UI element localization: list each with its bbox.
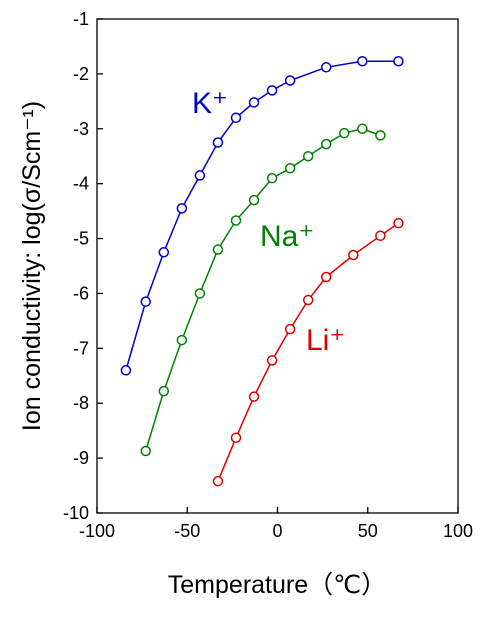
data-point: [248, 391, 260, 402]
series-line: [144, 128, 381, 452]
data-point: [266, 85, 278, 96]
data-point: [393, 56, 404, 67]
data-point: [302, 150, 314, 162]
data-point: [266, 172, 278, 184]
data-point: [212, 475, 224, 487]
data-point: [176, 334, 188, 346]
x-tick-label: -50: [174, 521, 200, 541]
y-tick-label: -9: [73, 448, 89, 468]
x-tick-label: -100: [79, 521, 115, 541]
data-point: [120, 365, 132, 376]
series-2: [212, 217, 404, 487]
series-line: [217, 222, 399, 482]
data-point: [348, 249, 359, 261]
data-point: [357, 123, 368, 135]
y-axis-title: Ion conductivity: log(σ/Scm⁻¹): [18, 101, 46, 431]
series-1: [140, 123, 386, 457]
data-point: [339, 127, 350, 139]
y-tick-label: -8: [73, 393, 89, 413]
data-point: [194, 288, 206, 299]
data-point: [140, 445, 151, 457]
data-point: [212, 244, 224, 255]
data-point: [284, 163, 296, 174]
x-tick-label: 0: [272, 521, 282, 541]
data-point: [194, 170, 206, 181]
data-point: [140, 296, 151, 307]
y-tick-label: -2: [73, 64, 89, 84]
data-point: [302, 294, 314, 306]
axis-tick-labels: -100 -50 0 50 100 -1 -2 -3 -4 -5 -6 -7 -8 -9 -10: [63, 9, 473, 541]
data-point: [158, 385, 170, 397]
data-point: [248, 194, 260, 206]
data-point: [284, 323, 296, 335]
y-tick-label: -4: [73, 174, 89, 194]
x-tick-label: 100: [443, 521, 473, 541]
data-point: [357, 56, 368, 67]
data-point: [284, 75, 296, 86]
data-point: [230, 112, 242, 124]
y-tick-label: -6: [73, 283, 89, 303]
series-label-na: Na⁺: [260, 220, 314, 253]
series-label-k: K⁺: [192, 87, 228, 120]
axis-ticks: [96, 18, 459, 514]
series-layer: [120, 56, 404, 487]
y-tick-label: -10: [63, 503, 89, 523]
data-point: [266, 355, 278, 366]
data-point: [320, 138, 332, 150]
data-point: [230, 215, 242, 226]
data-point: [320, 271, 332, 283]
x-axis-title: Temperature（℃）: [168, 571, 386, 599]
series-0: [120, 56, 404, 376]
data-point: [375, 130, 386, 141]
data-point: [375, 230, 386, 242]
series-line: [125, 60, 399, 371]
series-label-li: Li⁺: [306, 324, 345, 357]
data-point: [176, 203, 188, 214]
y-tick-label: -3: [73, 119, 89, 139]
data-point: [212, 137, 224, 148]
data-point: [320, 62, 332, 73]
data-point: [248, 97, 260, 108]
data-point: [393, 217, 404, 229]
data-point: [158, 247, 170, 258]
y-tick-label: -5: [73, 229, 89, 249]
data-point: [230, 432, 242, 444]
plot-area-frame: [96, 18, 459, 514]
y-tick-label: -1: [73, 9, 89, 29]
x-tick-label: 50: [358, 521, 378, 541]
y-tick-label: -7: [73, 338, 89, 358]
